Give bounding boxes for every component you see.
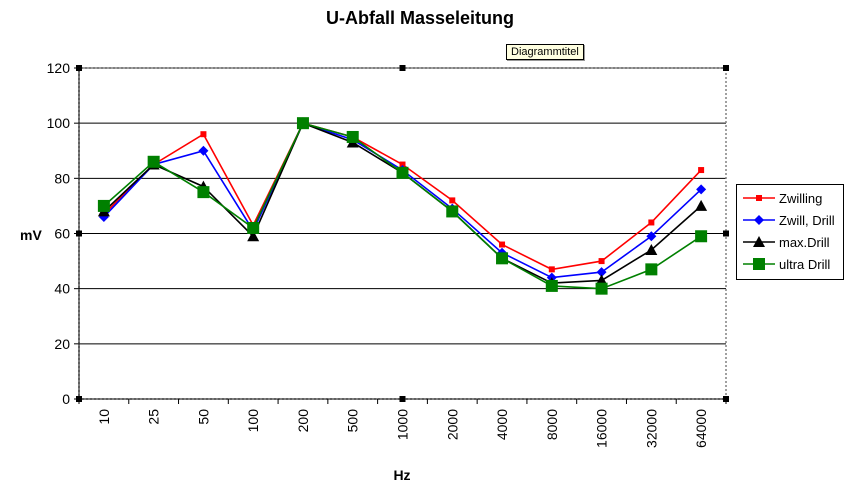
selection-handle[interactable] bbox=[723, 65, 729, 71]
legend-marker bbox=[754, 215, 764, 225]
y-tick-label: 20 bbox=[54, 336, 70, 352]
legend[interactable]: Zwilling Zwill, Drill max.Drill ultra Drill bbox=[736, 184, 844, 280]
x-tick-label: 100 bbox=[245, 409, 261, 433]
y-tick-label: 0 bbox=[62, 391, 70, 407]
y-axis-label: mV bbox=[20, 227, 42, 243]
data-point bbox=[296, 117, 309, 130]
data-point bbox=[598, 258, 605, 265]
legend-marker bbox=[753, 258, 765, 270]
data-point bbox=[648, 219, 655, 226]
x-tick-label: 10 bbox=[96, 409, 112, 425]
data-point bbox=[346, 130, 359, 143]
legend-item[interactable]: Zwilling bbox=[741, 188, 843, 208]
data-point bbox=[147, 155, 160, 168]
x-tick-label: 32000 bbox=[643, 409, 659, 448]
data-point bbox=[496, 252, 509, 265]
y-tick-label: 80 bbox=[54, 170, 70, 186]
data-point bbox=[548, 266, 555, 273]
data-point bbox=[645, 244, 658, 256]
data-point bbox=[247, 221, 260, 234]
data-point bbox=[595, 282, 608, 295]
data-point bbox=[97, 199, 110, 212]
legend-swatch bbox=[743, 215, 775, 225]
y-tick-label: 120 bbox=[47, 60, 71, 76]
data-point bbox=[545, 279, 558, 292]
chart-title[interactable]: U-Abfall Masseleitung bbox=[326, 8, 514, 28]
selection-handle[interactable] bbox=[399, 65, 406, 71]
legend-marker bbox=[753, 236, 765, 247]
data-point bbox=[198, 145, 209, 156]
selection-handle[interactable] bbox=[399, 396, 406, 402]
series-line[interactable] bbox=[103, 122, 702, 290]
series-0[interactable] bbox=[100, 120, 705, 273]
data-point bbox=[645, 263, 658, 276]
legend-swatch bbox=[743, 258, 775, 270]
data-point bbox=[698, 167, 705, 174]
x-axis-label: Hz bbox=[393, 467, 410, 483]
x-tick-label: 4000 bbox=[494, 409, 510, 440]
data-point bbox=[446, 205, 459, 218]
y-tick-label: 60 bbox=[54, 226, 70, 242]
x-tick-label: 64000 bbox=[693, 409, 709, 448]
data-point bbox=[399, 161, 406, 168]
selection-handle[interactable] bbox=[723, 396, 729, 402]
data-point bbox=[695, 199, 708, 211]
x-tick-label: 16000 bbox=[594, 409, 610, 448]
x-tick-label: 25 bbox=[146, 409, 162, 425]
x-tick-label: 50 bbox=[195, 409, 211, 425]
data-point bbox=[449, 197, 456, 204]
data-point bbox=[596, 267, 607, 278]
x-tick-label: 1000 bbox=[395, 409, 411, 440]
legend-item[interactable]: ultra Drill bbox=[741, 254, 843, 274]
legend-label: max.Drill bbox=[779, 235, 830, 250]
x-tick-label: 2000 bbox=[444, 409, 460, 440]
data-point bbox=[499, 241, 506, 248]
x-tick-label: 200 bbox=[295, 409, 311, 433]
legend-swatch bbox=[743, 195, 775, 201]
y-tick-label: 40 bbox=[54, 281, 70, 297]
series-3[interactable] bbox=[97, 117, 708, 295]
legend-label: Zwilling bbox=[779, 191, 823, 206]
legend-marker bbox=[756, 195, 762, 201]
selection-handle[interactable] bbox=[76, 65, 82, 71]
series-line[interactable] bbox=[103, 122, 702, 271]
data-point bbox=[200, 131, 207, 138]
data-point bbox=[247, 230, 260, 242]
series-line[interactable] bbox=[103, 122, 702, 279]
legend-label: Zwill, Drill bbox=[779, 213, 835, 228]
selection-handle[interactable] bbox=[76, 230, 82, 237]
chart-title-tooltip: Diagrammtitel bbox=[506, 44, 584, 60]
legend-item[interactable]: max.Drill bbox=[741, 232, 843, 252]
selection-handle[interactable] bbox=[76, 396, 82, 402]
series-line[interactable] bbox=[103, 122, 702, 284]
legend-swatch bbox=[743, 236, 775, 247]
data-point bbox=[696, 184, 707, 195]
data-point bbox=[646, 231, 657, 242]
y-tick-label: 100 bbox=[47, 115, 71, 131]
data-point bbox=[197, 186, 210, 199]
legend-item[interactable]: Zwill, Drill bbox=[741, 210, 843, 230]
data-point bbox=[396, 166, 409, 179]
data-point bbox=[695, 230, 708, 243]
legend-label: ultra Drill bbox=[779, 257, 831, 272]
data-point bbox=[595, 274, 608, 286]
x-tick-label: 8000 bbox=[544, 409, 560, 440]
x-tick-label: 500 bbox=[345, 409, 361, 433]
selection-handle[interactable] bbox=[723, 230, 729, 237]
